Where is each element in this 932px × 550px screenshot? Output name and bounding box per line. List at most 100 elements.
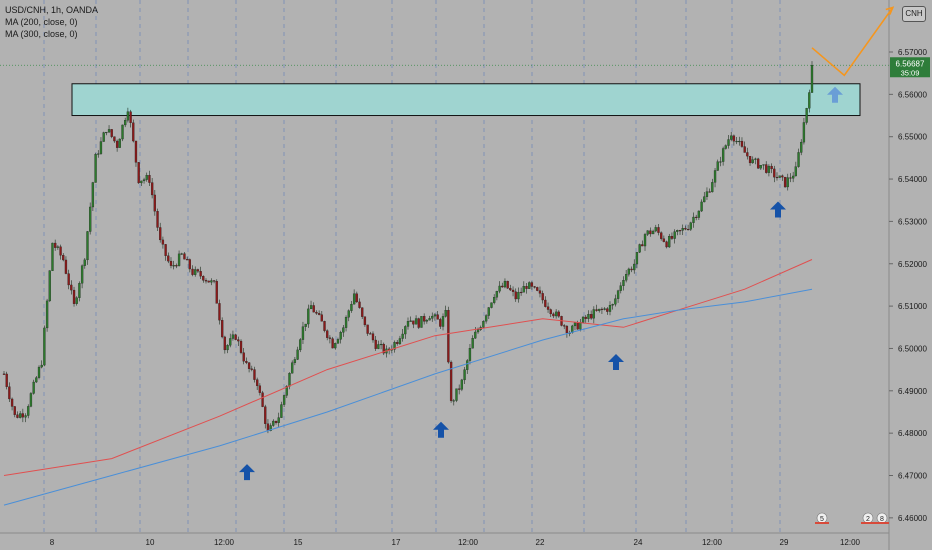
candle-body <box>759 165 762 169</box>
candle-body <box>361 307 364 317</box>
swing-low-arrow-icon[interactable] <box>239 464 255 481</box>
candle-body <box>522 286 525 293</box>
candle-body <box>126 111 130 121</box>
candle-body <box>748 155 752 164</box>
candle-body <box>159 227 162 241</box>
candle-body <box>781 175 784 178</box>
candle-body <box>466 360 469 370</box>
candle-body <box>188 259 191 270</box>
candle-body <box>180 253 183 255</box>
candle-body <box>164 244 167 256</box>
candle-body <box>134 140 138 163</box>
candle-body <box>684 228 687 230</box>
legend-symbol[interactable]: USD/CNH, 1h, OANDA <box>5 5 99 15</box>
projected-entry-arrow-icon[interactable] <box>827 86 843 103</box>
candle-body <box>810 65 814 93</box>
time-tick-label: 12:00 <box>458 538 479 547</box>
ma300-line[interactable] <box>3 288 813 506</box>
candle-body <box>670 236 674 239</box>
currency-button[interactable]: CNH <box>902 6 926 22</box>
candle-body <box>196 269 200 272</box>
candle-body <box>223 336 227 351</box>
candle-body <box>468 348 472 361</box>
candle-body <box>692 216 695 223</box>
candle-body <box>452 400 455 402</box>
candle-body <box>808 92 811 109</box>
candle-body <box>732 135 736 142</box>
candle-body <box>740 140 744 147</box>
candle-body <box>641 244 644 247</box>
resistance-zone[interactable] <box>71 83 861 117</box>
candle-body <box>538 290 542 294</box>
candle-body <box>207 280 210 283</box>
swing-low-arrow-icon[interactable] <box>433 421 449 438</box>
candle-body <box>428 318 431 321</box>
candle-body <box>221 320 224 338</box>
candle-body <box>140 180 143 184</box>
candle-body <box>258 385 262 393</box>
candle-body <box>506 280 509 289</box>
candle-body <box>517 291 520 300</box>
candle-body <box>261 392 264 407</box>
candle-body <box>24 415 27 418</box>
candle-body <box>746 152 749 157</box>
legend-ma200[interactable]: MA (200, close, 0) <box>5 17 78 27</box>
candle-body <box>210 280 213 283</box>
candle-body <box>266 423 270 431</box>
candle-body <box>393 342 396 350</box>
candle-body <box>64 259 68 274</box>
candle-body <box>115 140 119 148</box>
candle-body <box>765 164 768 173</box>
candle-body <box>563 325 566 327</box>
candle-body <box>783 176 787 188</box>
candle-body <box>676 230 679 232</box>
candle-body <box>242 352 245 362</box>
candle-body <box>773 168 776 178</box>
legend-ma300[interactable]: MA (300, close, 0) <box>5 29 78 39</box>
candle-body <box>695 216 698 218</box>
candle-body <box>13 406 16 415</box>
candle-body <box>183 253 186 260</box>
candle-body <box>476 329 480 333</box>
candle-body <box>730 135 733 140</box>
ma200-line[interactable] <box>3 259 813 476</box>
candle-body <box>614 298 617 305</box>
candle-body <box>291 362 294 374</box>
candle-body <box>334 343 337 349</box>
candle-body <box>226 345 229 351</box>
candle-body <box>528 282 531 289</box>
candle-body <box>215 281 218 304</box>
projection-path[interactable] <box>811 7 894 77</box>
candle-body <box>651 230 655 235</box>
candle-body <box>148 175 151 183</box>
swing-low-arrow-icon[interactable] <box>608 353 624 370</box>
price-tick-label: 6.47000 <box>898 472 927 481</box>
time-tick-label: 10 <box>146 538 155 547</box>
time-tick-label: 12:00 <box>702 538 723 547</box>
candle-body <box>75 297 78 304</box>
swing-low-arrow-icon[interactable] <box>770 201 786 218</box>
candle-body <box>5 373 8 387</box>
candle-body <box>320 314 323 322</box>
candle-body <box>40 364 43 368</box>
candle-body <box>288 373 291 387</box>
candle-body <box>124 120 127 126</box>
candle-body <box>756 158 760 169</box>
candle-body <box>56 246 60 248</box>
candle-body <box>62 255 65 261</box>
candle-body <box>802 122 806 143</box>
candle-body <box>767 165 771 173</box>
candle-body <box>794 166 797 177</box>
candle-body <box>27 406 30 416</box>
price-tick-label: 6.48000 <box>898 429 927 438</box>
current-price-tag[interactable] <box>890 57 930 78</box>
candle-body <box>541 293 544 301</box>
candle-body <box>326 330 329 338</box>
candle-body <box>493 297 496 303</box>
candle-body <box>153 194 156 212</box>
candle-body <box>379 343 383 346</box>
candle-body <box>331 338 334 349</box>
candle-body <box>625 274 628 281</box>
candle-body <box>630 268 633 271</box>
